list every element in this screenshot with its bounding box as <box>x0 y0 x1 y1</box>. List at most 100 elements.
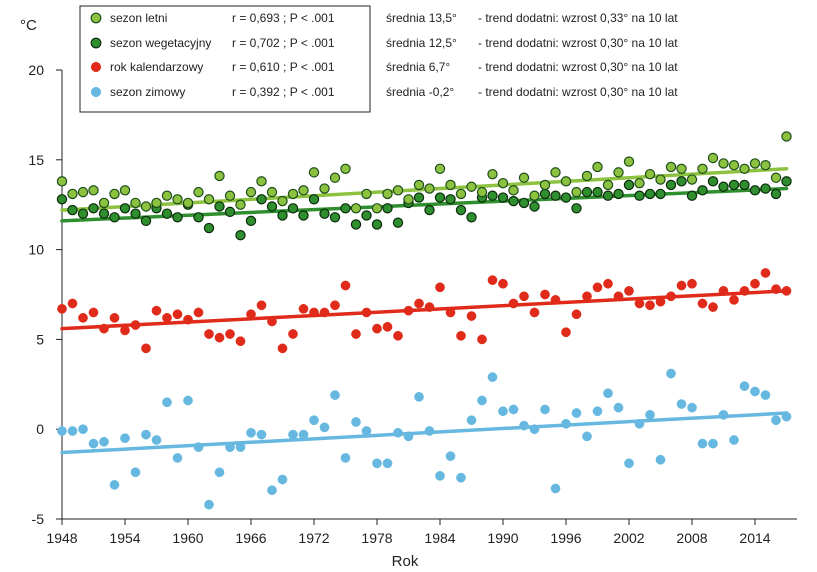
data-point-0 <box>466 181 477 192</box>
data-point-1 <box>739 179 750 191</box>
data-point-0 <box>88 185 99 196</box>
data-point-1 <box>319 208 330 219</box>
data-point-0 <box>277 195 288 207</box>
data-point-1 <box>392 217 404 228</box>
data-point-2 <box>592 282 603 293</box>
trend-line-3 <box>60 411 789 455</box>
data-point-0 <box>592 161 603 173</box>
data-point-2 <box>256 300 267 311</box>
x-tick-label: 2002 <box>613 530 644 546</box>
data-point-0 <box>739 163 750 174</box>
data-point-0 <box>529 190 540 201</box>
x-tick-label: 1948 <box>46 530 77 546</box>
data-point-3 <box>88 438 99 449</box>
data-point-2 <box>435 282 445 293</box>
data-point-0 <box>203 194 215 205</box>
data-point-3 <box>214 467 225 478</box>
data-point-3 <box>687 402 697 413</box>
data-point-3 <box>57 426 67 436</box>
data-point-3 <box>172 453 183 463</box>
legend-trend: - trend dodatni: wzrost 0,30° na 10 lat <box>478 85 678 99</box>
data-point-3 <box>141 429 151 440</box>
legend-stats: r = 0,392 ; P < .001 <box>232 85 335 99</box>
data-point-2 <box>624 286 634 296</box>
data-point-1 <box>644 188 656 200</box>
data-point-0 <box>571 186 582 198</box>
legend-stats: r = 0,610 ; P < .001 <box>232 60 335 74</box>
data-point-1 <box>172 212 183 223</box>
data-point-2 <box>718 286 729 296</box>
data-point-2 <box>225 329 235 339</box>
data-point-3 <box>697 438 708 449</box>
data-point-3 <box>781 411 792 422</box>
data-point-0 <box>98 197 110 209</box>
data-point-3 <box>351 417 361 427</box>
data-point-0 <box>634 177 645 189</box>
data-point-2 <box>130 320 141 330</box>
data-point-0 <box>508 185 519 196</box>
data-point-3 <box>183 395 193 406</box>
x-tick-label: 2014 <box>739 530 770 546</box>
data-point-0 <box>413 179 425 191</box>
data-point-1 <box>161 208 173 219</box>
data-point-1 <box>728 179 740 191</box>
x-tick-label: 1978 <box>361 530 392 546</box>
data-point-2 <box>550 295 561 305</box>
data-point-2 <box>246 309 256 320</box>
y-tick-label: 15 <box>28 152 44 168</box>
data-point-1 <box>56 194 68 205</box>
data-point-0 <box>644 168 656 180</box>
data-point-1 <box>382 203 393 214</box>
data-point-3 <box>330 390 340 400</box>
data-point-2 <box>739 286 750 296</box>
data-point-0 <box>602 179 614 191</box>
data-point-2 <box>456 330 466 341</box>
legend-marker <box>90 61 102 73</box>
data-point-2 <box>613 291 624 302</box>
legend-marker <box>90 37 102 49</box>
data-point-3 <box>130 467 141 478</box>
legend-marker <box>90 12 102 24</box>
data-point-0 <box>298 185 309 196</box>
data-point-2 <box>204 329 214 339</box>
data-point-0 <box>539 179 551 191</box>
data-point-2 <box>340 280 351 291</box>
data-point-3 <box>162 397 172 408</box>
data-point-3 <box>445 451 456 461</box>
data-point-1 <box>109 212 120 223</box>
data-point-3 <box>309 415 319 426</box>
data-point-3 <box>561 418 571 429</box>
data-point-2 <box>498 278 508 289</box>
data-point-1 <box>613 188 624 200</box>
data-point-3 <box>487 372 498 382</box>
data-point-0 <box>445 179 456 191</box>
data-point-2 <box>676 280 687 291</box>
data-point-2 <box>67 298 78 309</box>
trend-lines <box>60 167 789 455</box>
data-point-1 <box>445 194 456 205</box>
data-point-0 <box>56 176 68 187</box>
legend: sezon letni r = 0,693 ; P < .001 średnia 1… <box>79 5 678 113</box>
data-point-1 <box>560 192 572 203</box>
data-point-3 <box>477 395 487 406</box>
data-point-3 <box>666 368 676 379</box>
y-tick-label: 20 <box>28 62 44 78</box>
data-point-1 <box>203 222 215 234</box>
data-point-3 <box>78 424 88 435</box>
data-point-2 <box>78 312 88 323</box>
data-point-2 <box>466 311 477 321</box>
data-point-0 <box>518 172 530 183</box>
y-tick-label: 0 <box>36 421 44 437</box>
data-point-3 <box>624 458 634 469</box>
data-point-1 <box>235 230 246 241</box>
data-point-2 <box>172 309 183 320</box>
data-point-0 <box>403 194 414 205</box>
data-point-2 <box>393 330 403 341</box>
data-point-3 <box>67 426 78 436</box>
data-point-3 <box>235 442 246 453</box>
data-point-3 <box>424 426 435 436</box>
data-point-1 <box>697 185 708 196</box>
data-points <box>56 131 792 510</box>
x-tick-label: 1960 <box>172 530 203 546</box>
